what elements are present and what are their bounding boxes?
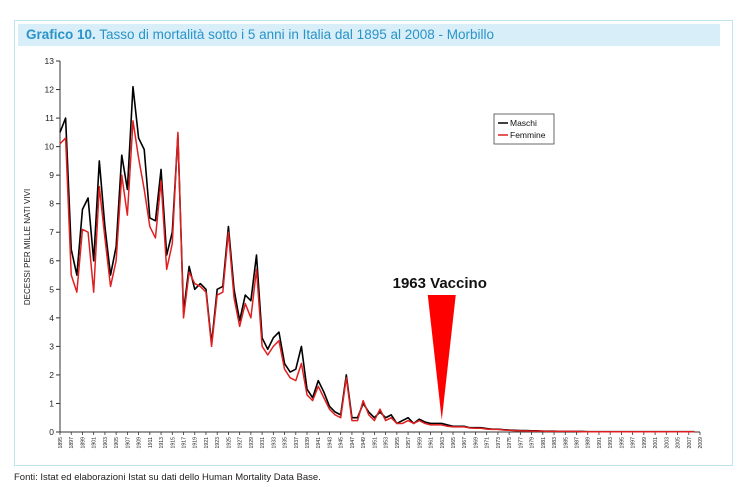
y-tick-label: 6	[49, 256, 54, 266]
x-tick-label: 1909	[137, 437, 143, 449]
x-tick-label: 2001	[653, 437, 659, 449]
x-tick-label: 2009	[698, 437, 704, 449]
y-tick-label: 7	[49, 227, 54, 237]
x-tick-label: 1897	[69, 437, 75, 449]
y-tick-label: 3	[49, 341, 54, 351]
y-tick-label: 10	[45, 142, 55, 152]
y-tick-label: 5	[49, 284, 54, 294]
y-tick-label: 4	[49, 313, 54, 323]
y-tick-label: 8	[49, 199, 54, 209]
x-tick-label: 1939	[305, 437, 311, 449]
x-tick-label: 1973	[496, 437, 502, 449]
x-tick-label: 1915	[170, 437, 176, 449]
x-tick-label: 2007	[687, 437, 693, 449]
x-tick-label: 1995	[619, 437, 625, 449]
x-tick-label: 1999	[642, 437, 648, 449]
x-tick-label: 1933	[271, 437, 277, 449]
legend-entry-femmine: Femmine	[510, 130, 546, 140]
x-tick-label: 1953	[384, 437, 390, 449]
x-tick-label: 1935	[283, 437, 289, 449]
x-tick-label: 1921	[204, 437, 210, 449]
y-tick-label: 1	[49, 398, 54, 408]
x-tick-label: 1967	[462, 437, 468, 449]
x-tick-label: 1985	[563, 437, 569, 449]
x-tick-label: 1979	[530, 437, 536, 449]
x-tick-label: 1975	[507, 437, 513, 449]
chart-title: Grafico 10. Tasso di mortalità sotto i 5…	[26, 27, 494, 42]
x-tick-label: 1931	[260, 437, 266, 449]
x-tick-label: 1941	[316, 437, 322, 449]
x-tick-label: 1959	[417, 437, 423, 449]
legend-box	[493, 113, 555, 145]
legend: Maschi Femmine	[493, 113, 555, 145]
title-bar: Grafico 10. Tasso di mortalità sotto i 5…	[18, 24, 720, 46]
x-tick-label: 1963	[440, 437, 446, 449]
x-tick-label: 1943	[327, 437, 333, 449]
vaccine-annotation: 1963 Vaccino	[393, 275, 487, 292]
x-tick-label: 1983	[552, 437, 558, 449]
x-tick-label: 2003	[664, 437, 670, 449]
x-axis-ticks: 1895 1897 1899 1901 1903 1905 1907 1909 1911 1913…	[58, 432, 704, 449]
x-tick-label: 1895	[58, 437, 64, 449]
x-tick-label: 1907	[125, 437, 131, 449]
x-tick-label: 1997	[631, 437, 637, 449]
x-tick-label: 1899	[80, 437, 86, 449]
y-tick-label: 12	[45, 85, 55, 95]
x-tick-label: 1969	[473, 437, 479, 449]
x-tick-label: 1991	[597, 437, 603, 449]
x-tick-label: 1971	[485, 437, 491, 449]
x-tick-label: 1925	[226, 437, 232, 449]
x-tick-label: 1965	[451, 437, 457, 449]
y-tick-label: 13	[45, 56, 55, 66]
x-tick-label: 1989	[586, 437, 592, 449]
x-tick-label: 2005	[676, 437, 682, 449]
x-tick-label: 1903	[103, 437, 109, 449]
x-tick-label: 1919	[193, 437, 199, 449]
series-layer	[59, 85, 695, 433]
x-tick-label: 1981	[541, 437, 547, 449]
y-axis-label: DECESSI PER MILLE NATI VIVI	[23, 189, 32, 305]
series-line-femmine	[59, 120, 695, 433]
x-tick-label: 1929	[249, 437, 255, 449]
series-line-maschi	[59, 85, 695, 433]
x-tick-label: 1987	[574, 437, 580, 449]
y-tick-label: 2	[49, 370, 54, 380]
x-tick-label: 1917	[182, 437, 188, 449]
x-tick-label: 1945	[339, 437, 345, 449]
x-tick-label: 1901	[92, 437, 98, 449]
x-tick-label: 1905	[114, 437, 120, 449]
vaccine-marker-triangle	[427, 295, 456, 420]
y-tick-label: 11	[45, 113, 54, 123]
x-tick-label: 1937	[294, 437, 300, 449]
x-tick-label: 1911	[148, 437, 154, 448]
x-tick-label: 1947	[350, 437, 356, 449]
y-tick-label: 0	[49, 427, 54, 437]
x-tick-label: 1955	[395, 437, 401, 449]
x-tick-label: 1949	[361, 437, 367, 449]
x-tick-label: 1951	[372, 437, 378, 449]
x-tick-label: 1961	[429, 437, 435, 449]
x-tick-label: 1957	[406, 437, 412, 449]
source-note: Fonti: Istat ed elaborazioni Istat su da…	[14, 472, 321, 483]
chart-title-number: Grafico 10.	[26, 27, 96, 42]
x-tick-label: 1927	[238, 437, 244, 449]
chart-title-text: Tasso di mortalità sotto i 5 anni in Ita…	[99, 27, 495, 42]
x-tick-label: 1913	[159, 437, 165, 449]
legend-entry-maschi: Maschi	[510, 118, 537, 128]
x-tick-label: 1923	[215, 437, 221, 449]
y-tick-label: 9	[49, 170, 54, 180]
x-tick-label: 1993	[608, 437, 614, 449]
x-tick-label: 1977	[518, 437, 524, 449]
